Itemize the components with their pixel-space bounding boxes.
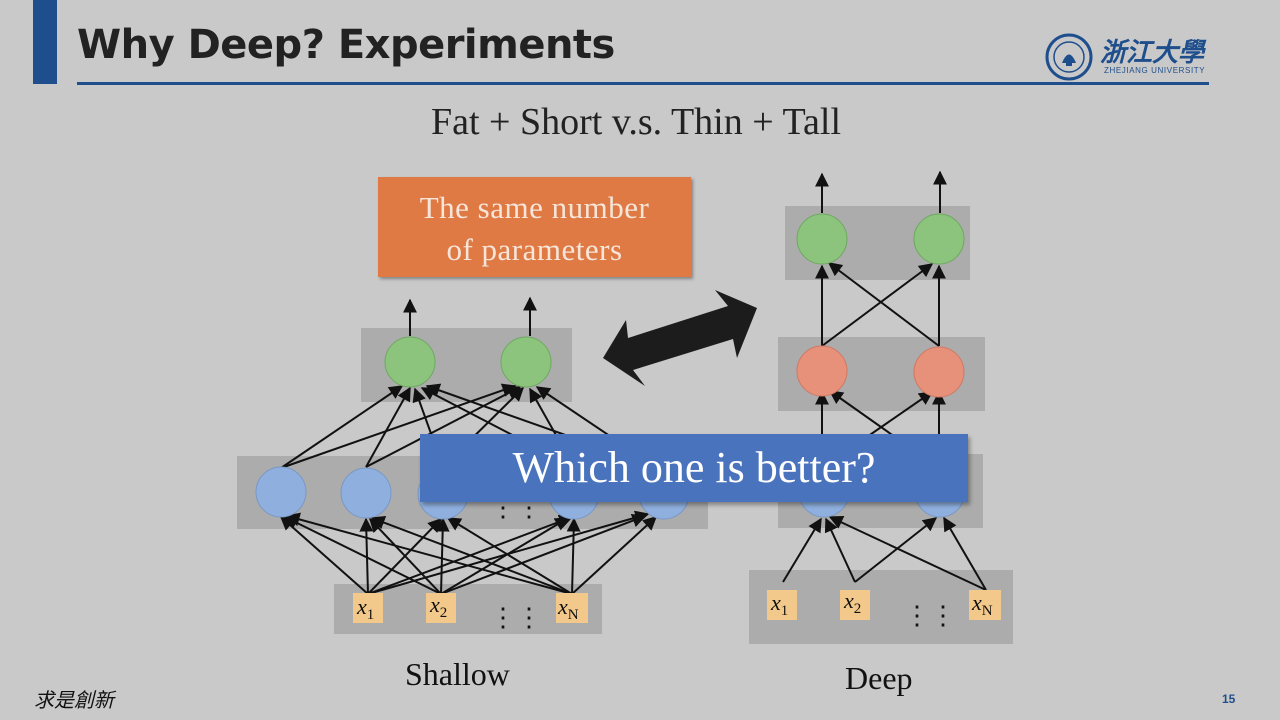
page-number: 15 (1222, 692, 1236, 706)
deep-output-neuron (796, 213, 848, 265)
deep-hidden-output-edges (815, 262, 946, 347)
deep-input-label-2: x2 (843, 588, 861, 617)
slide-title: Why Deep? Experiments (77, 22, 615, 68)
caption-deep: Deep (845, 660, 913, 696)
shallow-hidden-neuron (255, 466, 307, 518)
deep-input-nodes: x1 x2 xN (767, 588, 1001, 620)
shallow-input-box (426, 593, 456, 623)
deep-output-neurons (796, 213, 965, 265)
shallow-input-box (556, 593, 588, 623)
shallow-input-nodes: x1 x2 xN (353, 592, 588, 623)
shallow-output-neurons (384, 336, 552, 388)
shallow-input-hidden-edges (279, 510, 658, 595)
university-logo: 浙江大學 ZHEJIANG UNIVERSITY (1044, 32, 1214, 82)
shallow-output-neuron (384, 336, 436, 388)
shallow-input-box (353, 593, 383, 623)
shallow-input-ellipsis: ⋮⋮ (490, 603, 542, 632)
deep-input-box (840, 590, 870, 620)
comparison-double-arrow-icon (603, 290, 757, 386)
deep-input-hidden-edges (782, 516, 987, 591)
shallow-output-arrows (403, 296, 537, 336)
deep-hidden-neuron (913, 346, 965, 398)
deep-hidden-neuron (796, 345, 848, 397)
footer-motto: 求是創新 (34, 688, 114, 712)
deep-input-box (969, 590, 1001, 620)
caption-shallow: Shallow (405, 656, 510, 692)
title-accent-bar (33, 0, 57, 84)
slide-subtitle: Fat + Short v.s. Thin + Tall (430, 101, 842, 143)
deep-input-label-n: xN (971, 590, 993, 619)
shallow-output-neuron (500, 336, 552, 388)
deep-output-arrows (815, 170, 947, 213)
logo-chinese-name: 浙江大學 (1100, 38, 1205, 68)
deep-input-ellipsis: ⋮⋮ (904, 601, 956, 630)
university-seal-icon (1045, 33, 1093, 81)
shallow-input-label-n: xN (557, 594, 579, 623)
deep-input-box (767, 590, 797, 620)
deep-hidden-neurons-2 (796, 345, 965, 398)
title-rule (77, 82, 1209, 85)
same-parameters-line-1: The same number (419, 190, 650, 225)
same-parameters-line-2: of parameters (446, 232, 623, 267)
deep-input-label-1: x1 (770, 590, 788, 619)
shallow-input-label-2: x2 (429, 592, 447, 621)
logo-english-name: ZHEJIANG UNIVERSITY (1104, 66, 1206, 75)
deep-output-neuron (913, 213, 965, 265)
which-better-callout: Which one is better? (420, 434, 968, 502)
shallow-input-label-1: x1 (356, 594, 374, 623)
same-parameters-callout: The same number of parameters (378, 177, 691, 277)
shallow-hidden-neuron (340, 467, 392, 519)
